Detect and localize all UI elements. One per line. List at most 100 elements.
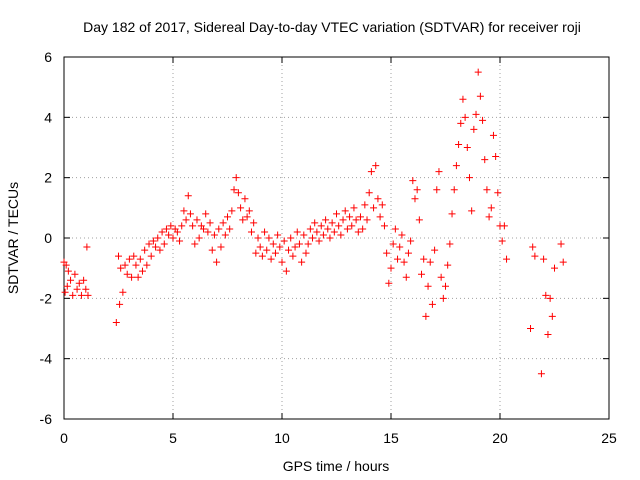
data-point [372,162,380,170]
data-point [324,225,332,233]
data-point [476,92,484,100]
data-point [62,261,70,269]
data-point [121,261,129,269]
data-point [239,216,247,224]
data-point [418,270,426,278]
y-tick-label: -6 [40,411,53,427]
data-point [455,140,463,148]
grid-layer [64,57,609,419]
data-point [356,213,364,221]
data-point [428,300,436,308]
data-point [258,252,266,260]
data-point [446,240,454,248]
data-point [160,240,168,248]
data-point [208,246,216,254]
data-point [465,174,473,182]
data-point [546,294,554,302]
data-point [143,261,151,269]
data-point [243,213,251,221]
data-point [309,234,317,242]
data-point [69,291,77,299]
data-point [328,219,336,227]
data-point [219,219,227,227]
data-point [75,279,83,287]
data-point [276,243,284,251]
data-point [167,222,175,230]
data-point [540,255,548,263]
data-point [402,273,410,281]
data-point [330,228,338,236]
data-point [333,210,340,218]
data-point [180,207,188,215]
y-tick-label: -2 [40,290,53,306]
data-point [363,216,371,224]
data-point [413,186,421,194]
data-point [396,243,404,251]
data-point [426,258,434,266]
data-point [483,186,491,194]
data-point [343,225,351,233]
data-point [387,264,395,272]
data-point [370,204,378,212]
data-point [442,282,449,290]
data-point [182,216,190,224]
data-point [350,204,358,212]
data-point [485,213,493,221]
data-point [247,228,255,236]
data-point [184,192,192,200]
y-tick-label: 0 [44,230,52,246]
data-point [339,216,347,224]
data-point [165,231,173,239]
data-point [365,189,373,197]
data-point [304,240,312,248]
data-point [346,213,354,221]
data-point [63,282,71,290]
data-point [234,189,242,197]
data-point [138,267,146,275]
data-points [60,68,567,378]
data-point [134,273,142,281]
data-point [289,252,297,260]
data-point [125,255,133,263]
data-point [361,201,369,209]
data-point [527,325,535,332]
data-point [215,225,223,233]
data-point [433,186,441,194]
data-point [73,285,81,293]
data-point [415,216,423,224]
data-point [306,225,314,233]
data-point [119,288,127,296]
data-point [335,222,343,230]
data-point [84,291,92,299]
data-point [261,228,269,236]
data-point [267,255,275,263]
data-point [394,255,402,263]
data-point [374,195,382,203]
data-point [317,222,325,230]
y-axis-label: SDTVAR / TECUs [5,182,21,294]
data-point [383,249,391,257]
data-point [241,195,249,203]
data-point [459,95,467,103]
data-point [337,231,345,239]
data-point [152,243,160,251]
data-point [542,291,550,299]
data-point [380,222,388,230]
data-point [461,113,469,121]
data-point [217,243,225,251]
data-point [367,168,375,176]
x-tick-labels: 0 5 10 15 20 25 [60,430,617,446]
y-tick-label: -4 [40,351,53,367]
data-point [448,210,456,218]
data-point [531,252,539,260]
data-point [176,237,184,245]
data-point [230,186,238,194]
x-tick-label: 10 [274,430,290,446]
data-point [470,125,478,133]
data-point [67,276,75,284]
data-point [529,243,537,251]
y-tick-label: 4 [44,109,52,125]
data-point [200,225,208,233]
data-point [154,234,162,242]
data-point [492,153,500,161]
